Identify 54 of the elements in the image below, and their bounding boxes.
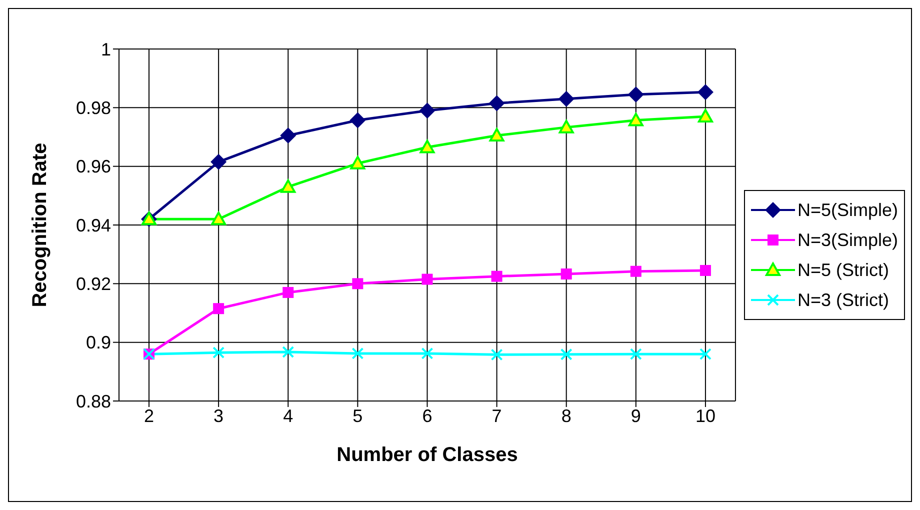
point <box>210 154 227 170</box>
y-tick-label: 0.88 <box>76 391 111 412</box>
point <box>488 95 505 112</box>
x-tick-label: 6 <box>422 406 432 426</box>
x-tick-label: 3 <box>214 406 224 426</box>
y-tick-label: 0.92 <box>76 274 111 294</box>
point <box>560 348 572 360</box>
point <box>630 266 642 277</box>
point <box>280 128 296 144</box>
point <box>422 274 433 285</box>
point <box>491 270 502 282</box>
y-tick-label: 0.96 <box>76 156 111 177</box>
x-tick-label: 5 <box>352 406 363 426</box>
point <box>212 346 225 359</box>
point <box>700 264 711 276</box>
point <box>419 102 436 119</box>
x-tick-label: 8 <box>561 406 572 426</box>
y-axis-title: Recognition Rate <box>29 142 52 308</box>
point <box>628 112 644 126</box>
point <box>697 84 714 100</box>
point <box>280 179 296 193</box>
point <box>698 108 713 122</box>
point <box>628 86 644 102</box>
point <box>352 347 364 360</box>
point <box>490 348 503 361</box>
y-tick-label: 0.9 <box>86 332 111 353</box>
point <box>420 140 435 154</box>
point <box>350 156 366 170</box>
point <box>630 348 642 360</box>
x-tick-label: 7 <box>492 406 502 426</box>
x-tick-label: 2 <box>144 406 154 426</box>
point <box>421 347 434 360</box>
point <box>213 303 224 314</box>
point <box>558 120 574 134</box>
x-axis-title: Number of Classes <box>336 444 518 466</box>
legend-label: N=5(Simple) <box>797 200 898 220</box>
point <box>282 286 294 298</box>
point <box>489 128 504 142</box>
y-tick-label: 0.98 <box>76 98 111 118</box>
point <box>558 90 574 107</box>
point <box>350 112 366 128</box>
legend-label: N=3(Simple) <box>797 230 898 250</box>
point <box>699 348 712 360</box>
point <box>352 278 364 290</box>
x-tick-label: 10 <box>695 406 716 426</box>
x-tick-label: 9 <box>630 406 641 426</box>
legend-label: N=5 (Strict) <box>797 260 889 280</box>
point <box>560 268 572 280</box>
y-tick-label: 0.94 <box>76 215 111 236</box>
legend-label: N=3 (Strict) <box>797 290 889 310</box>
point <box>282 346 294 358</box>
y-tick-label: 1 <box>100 39 111 60</box>
point <box>211 212 226 226</box>
x-tick-label: 4 <box>283 406 294 426</box>
